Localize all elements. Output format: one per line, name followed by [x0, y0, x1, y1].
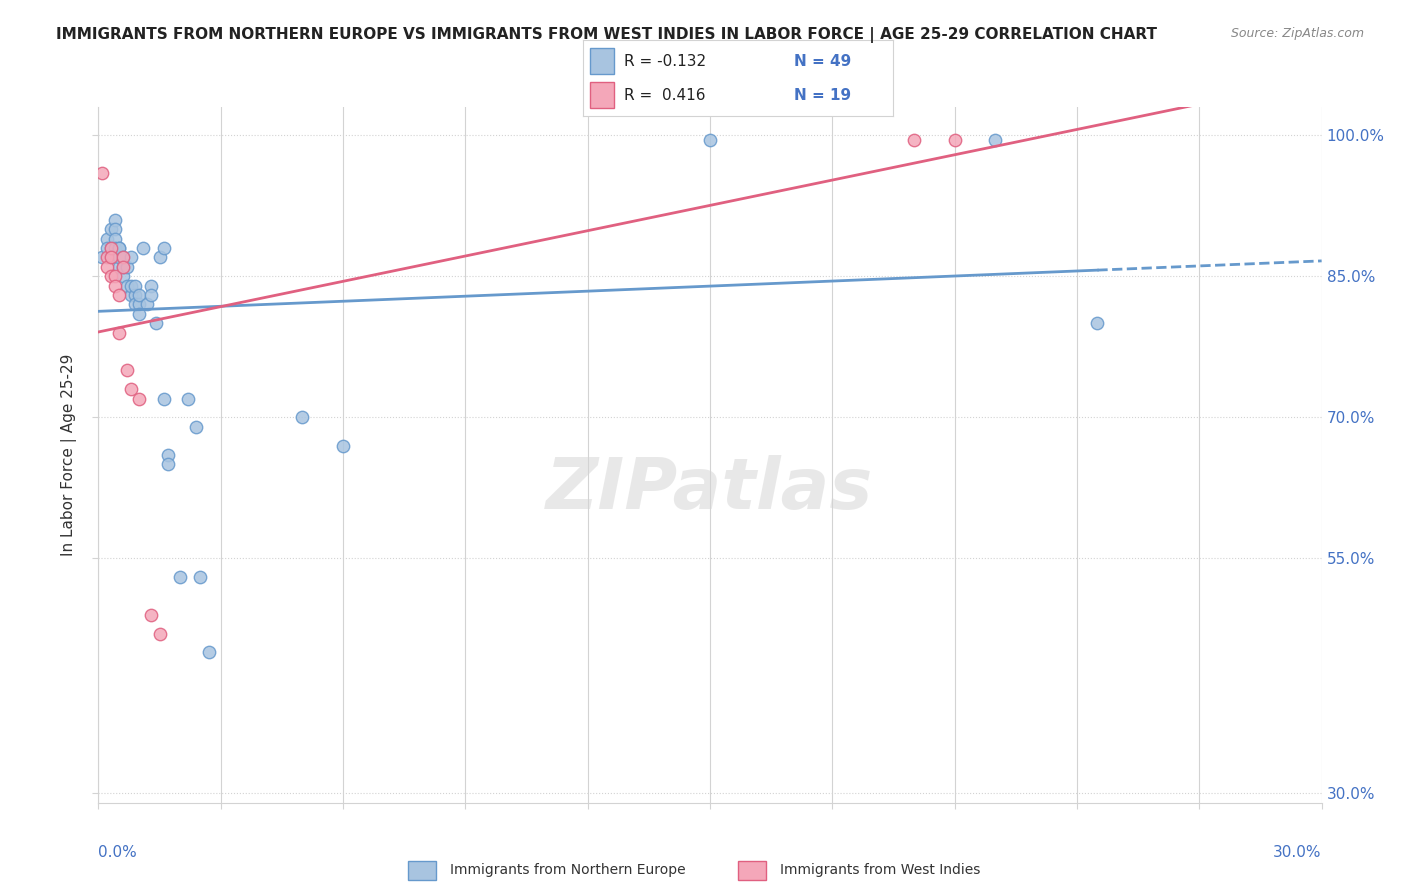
Point: [177, 392, 200, 406]
FancyBboxPatch shape: [408, 861, 436, 880]
Text: 0.0%: 0.0%: [98, 845, 138, 860]
Point: [132, 241, 155, 255]
Point: [120, 288, 142, 302]
Point: [108, 251, 131, 265]
Text: Immigrants from Northern Europe: Immigrants from Northern Europe: [450, 863, 686, 877]
Text: IMMIGRANTS FROM NORTHERN EUROPE VS IMMIGRANTS FROM WEST INDIES IN LABOR FORCE | : IMMIGRANTS FROM NORTHERN EUROPE VS IMMIG…: [56, 27, 1157, 43]
Point: [91, 251, 114, 265]
Text: R =  0.416: R = 0.416: [624, 88, 706, 103]
Point: [186, 419, 208, 434]
Point: [115, 260, 138, 274]
Point: [111, 251, 134, 265]
Point: [120, 278, 142, 293]
Point: [100, 269, 122, 284]
Point: [152, 392, 174, 406]
Point: [108, 241, 131, 255]
Point: [128, 307, 150, 321]
Point: [149, 626, 172, 640]
Point: [943, 133, 966, 147]
Text: N = 49: N = 49: [794, 54, 851, 69]
Point: [903, 133, 925, 147]
Point: [197, 645, 219, 659]
Point: [96, 232, 118, 246]
Text: R = -0.132: R = -0.132: [624, 54, 706, 69]
Point: [104, 269, 127, 284]
Point: [104, 232, 127, 246]
Point: [128, 288, 150, 302]
FancyBboxPatch shape: [589, 47, 614, 74]
Point: [104, 241, 127, 255]
Point: [100, 241, 122, 255]
Point: [104, 222, 127, 236]
Point: [156, 448, 179, 462]
Point: [104, 278, 127, 293]
Point: [120, 251, 142, 265]
Point: [128, 392, 150, 406]
Point: [96, 260, 118, 274]
Point: [111, 269, 134, 284]
FancyBboxPatch shape: [738, 861, 766, 880]
Point: [108, 241, 131, 255]
Point: [91, 166, 114, 180]
Point: [169, 570, 191, 584]
Point: [291, 410, 314, 425]
Point: [141, 278, 163, 293]
Point: [100, 251, 122, 265]
Point: [111, 251, 134, 265]
Point: [699, 133, 721, 147]
FancyBboxPatch shape: [589, 82, 614, 109]
Point: [115, 363, 138, 377]
Text: 30.0%: 30.0%: [1274, 845, 1322, 860]
Point: [136, 297, 159, 311]
Point: [115, 278, 138, 293]
Point: [108, 260, 131, 274]
Point: [124, 288, 146, 302]
Point: [141, 288, 163, 302]
Point: [124, 278, 146, 293]
Point: [96, 241, 118, 255]
Point: [1085, 316, 1108, 330]
Point: [108, 251, 131, 265]
Point: [152, 241, 174, 255]
Point: [188, 570, 212, 584]
Point: [124, 297, 146, 311]
Text: Source: ZipAtlas.com: Source: ZipAtlas.com: [1230, 27, 1364, 40]
Point: [120, 382, 142, 396]
Point: [149, 251, 172, 265]
Point: [104, 212, 127, 227]
Text: Immigrants from West Indies: Immigrants from West Indies: [780, 863, 981, 877]
Text: ZIPatlas: ZIPatlas: [547, 455, 873, 524]
Point: [108, 326, 131, 340]
Point: [128, 297, 150, 311]
Y-axis label: In Labor Force | Age 25-29: In Labor Force | Age 25-29: [60, 354, 77, 556]
Point: [156, 458, 179, 472]
Point: [96, 251, 118, 265]
Point: [145, 316, 167, 330]
Point: [100, 222, 122, 236]
Point: [100, 241, 122, 255]
Point: [984, 133, 1007, 147]
Point: [141, 607, 163, 622]
Point: [111, 260, 134, 274]
Point: [100, 251, 122, 265]
Point: [108, 288, 131, 302]
Point: [332, 438, 354, 452]
Text: N = 19: N = 19: [794, 88, 851, 103]
Point: [111, 260, 134, 274]
